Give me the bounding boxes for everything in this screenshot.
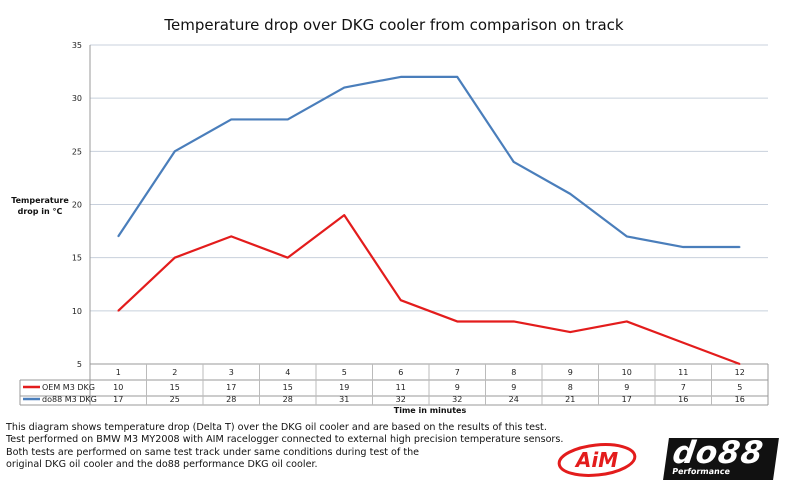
y-axis-label: Temperature [11, 196, 69, 205]
data-point [286, 256, 289, 259]
y-tick-label: 25 [72, 147, 82, 156]
do88-logo: do88 Performance [663, 435, 779, 480]
data-table-cell: 9 [624, 383, 629, 392]
do88-logo-text: do88 [670, 435, 767, 471]
data-table-cell: 24 [509, 395, 519, 404]
x-tick-label: 3 [229, 368, 234, 377]
svg-text:AiM: AiM [574, 448, 618, 472]
data-table-cell: 28 [283, 395, 293, 404]
y-tick-label: 10 [72, 307, 82, 316]
data-point [456, 76, 459, 78]
data-table-cell: 28 [226, 395, 236, 404]
data-point [399, 299, 402, 302]
x-tick-label: 5 [342, 368, 347, 377]
data-table-cell: 25 [170, 395, 180, 404]
data-table-cell: 8 [568, 383, 573, 392]
description-line: Both tests are performed on same test tr… [6, 446, 420, 458]
data-point [569, 193, 572, 195]
data-table-cell: 19 [339, 383, 349, 392]
y-tick-label: 30 [72, 94, 82, 103]
x-tick-label: 2 [172, 368, 177, 377]
data-table-cell: 5 [737, 383, 742, 392]
x-axis-label: Time in minutes [394, 406, 467, 415]
data-point [286, 118, 289, 121]
do88-logo-subtext: Performance [671, 467, 731, 476]
data-table-cell: 7 [681, 383, 686, 392]
data-point [512, 161, 515, 163]
data-table-cell: 11 [396, 383, 406, 392]
description-line: This diagram shows temperature drop (Del… [6, 422, 547, 433]
data-point [343, 86, 346, 89]
data-point [230, 118, 233, 121]
data-table-cell: 31 [339, 395, 349, 404]
data-point [230, 235, 233, 238]
data-point [173, 150, 176, 153]
data-point [682, 341, 685, 344]
data-table-cell: 15 [283, 383, 293, 392]
data-table-cell: 10 [113, 383, 123, 392]
data-table-cell: 17 [622, 395, 632, 404]
y-tick-label: 15 [72, 254, 82, 263]
data-table-cell: 17 [226, 383, 236, 392]
x-tick-label: 11 [678, 368, 688, 377]
description-line: original DKG oil cooler and the do88 per… [6, 458, 318, 470]
data-table-cell: 32 [396, 395, 406, 404]
description-line: Test performed on BMW M3 MY2008 with AIM… [6, 434, 564, 446]
x-tick-label: 9 [568, 368, 573, 377]
data-point [512, 320, 515, 323]
x-tick-label: 12 [735, 368, 745, 377]
data-point [117, 310, 120, 312]
data-point [117, 235, 120, 238]
data-table-cell: 16 [678, 395, 688, 404]
data-point [343, 214, 346, 216]
x-tick-label: 6 [398, 368, 403, 377]
data-point [173, 256, 176, 259]
data-table-cell: 15 [170, 383, 180, 392]
aim-logo: AiM [557, 443, 637, 477]
data-point [456, 320, 459, 323]
data-table-cell: 21 [565, 395, 575, 404]
series-line [117, 75, 740, 249]
data-table-cell: 16 [735, 395, 745, 404]
y-tick-label: 35 [72, 41, 82, 50]
line-chart: Temperature drop over DKG cooler from co… [11, 16, 769, 415]
x-tick-label: 8 [511, 368, 516, 377]
data-point [625, 320, 628, 323]
description: This diagram shows temperature drop (Del… [6, 422, 566, 471]
x-tick-label: 4 [285, 368, 290, 377]
chart-title: Temperature drop over DKG cooler from co… [163, 16, 624, 34]
data-point [682, 246, 685, 248]
data-table-cell: 9 [511, 383, 516, 392]
data-table-cell: 17 [113, 395, 123, 404]
legend-label: OEM M3 DKG [42, 383, 95, 392]
data-point [738, 363, 741, 365]
series-line [117, 214, 741, 366]
x-tick-label: 10 [622, 368, 632, 377]
data-point [569, 331, 572, 333]
x-tick-label: 7 [455, 368, 460, 377]
x-tick-label: 1 [116, 368, 121, 377]
data-point [625, 235, 628, 238]
y-tick-label: 5 [77, 360, 82, 369]
y-tick-label: 20 [72, 201, 82, 210]
data-point [399, 76, 402, 78]
y-axis-label: drop in °C [18, 207, 63, 216]
data-point [738, 246, 741, 248]
legend-label: do88 M3 DKG [42, 395, 97, 404]
data-table-cell: 32 [452, 395, 462, 404]
data-table-cell: 9 [455, 383, 460, 392]
